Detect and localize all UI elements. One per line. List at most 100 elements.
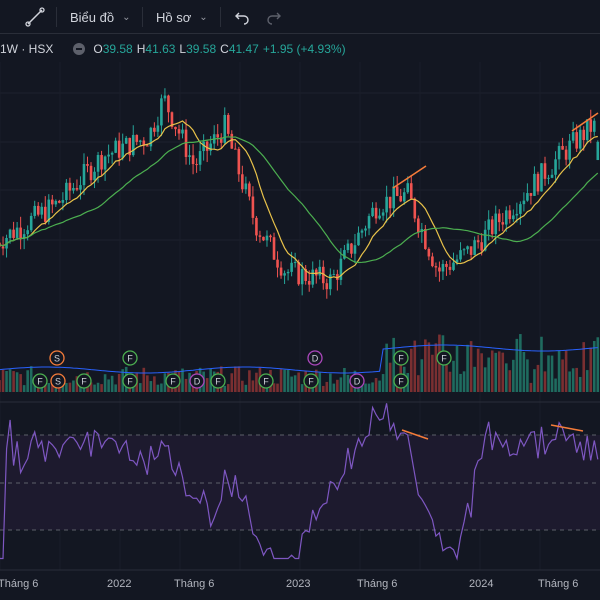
event-marker: F [258, 373, 274, 389]
change-value: +1.95 (+4.93%) [262, 42, 346, 56]
event-marker-label: S [55, 377, 61, 387]
candle-body [550, 174, 554, 178]
time-axis-label: 2022 [107, 578, 132, 590]
volume-bar [585, 370, 589, 392]
volume-bar [473, 366, 476, 392]
candle-body [332, 274, 336, 276]
candle-body [575, 132, 578, 149]
volume-bar [497, 351, 501, 392]
volume-bar [336, 379, 339, 392]
volume-bar [255, 372, 258, 392]
candle-body [497, 213, 501, 223]
event-marker: F [303, 373, 319, 389]
drawing-tool-button[interactable] [22, 5, 48, 29]
moving-average-slow-line [0, 136, 599, 264]
candle-body [561, 146, 564, 150]
chevron-down-icon: ⌄ [122, 11, 131, 23]
event-marker-circle [303, 373, 319, 389]
candle-body [100, 155, 103, 170]
candle-body [86, 164, 89, 166]
volume-bar [107, 379, 110, 392]
candle-body [406, 183, 410, 193]
volume-bar [445, 352, 448, 392]
volume-bar [459, 373, 462, 392]
volume-bar [0, 380, 1, 392]
candle-body [483, 229, 487, 251]
volume-bar [26, 370, 29, 392]
candle-body [68, 182, 72, 191]
candle-body [543, 163, 547, 179]
volume-bar [343, 367, 346, 392]
rsi-trendline [550, 424, 584, 432]
candle-body [8, 229, 12, 238]
volume-bar [110, 375, 114, 392]
candle-body [1, 246, 5, 249]
candle-body [110, 152, 114, 155]
candle-body [441, 263, 445, 272]
volume-bar [241, 380, 244, 392]
candle-body [202, 141, 205, 152]
candle-body [395, 186, 399, 196]
volume-bar [448, 371, 452, 392]
event-marker-label: F [308, 377, 314, 387]
volume-bar [589, 347, 593, 392]
volume-bar [237, 366, 241, 392]
candle-body [476, 240, 480, 243]
event-marker-circle [32, 373, 48, 389]
volume-bar [547, 355, 550, 392]
candle-body [29, 215, 33, 231]
candle-body [265, 235, 269, 241]
volume-bar [33, 383, 37, 392]
volume-bar [160, 383, 163, 392]
event-marker-circle [122, 373, 138, 389]
candle-body [114, 140, 117, 153]
candle-body [402, 192, 406, 202]
volume-bar [413, 340, 417, 392]
candle-body [103, 156, 107, 170]
candle-body [216, 134, 220, 138]
candle-body [223, 114, 227, 143]
volume-bar [156, 384, 160, 392]
redo-button[interactable] [264, 5, 284, 29]
candle-body [181, 129, 184, 134]
candle-body [54, 200, 58, 205]
event-marker: F [393, 350, 409, 366]
volume-bar [533, 369, 536, 392]
candle-body [494, 213, 498, 235]
candle-body [163, 95, 167, 99]
candle-body [241, 174, 244, 190]
candle-body [438, 267, 441, 272]
open-label: O [93, 42, 103, 56]
collapse-legend-icon[interactable] [73, 43, 86, 55]
candle-body [311, 269, 315, 285]
volume-bar [346, 374, 350, 392]
candle-body [350, 243, 353, 254]
volume-bar [575, 367, 578, 392]
candle-body [219, 137, 223, 143]
event-marker-circle [189, 373, 205, 389]
event-marker-circle [393, 350, 409, 366]
candle-body [388, 196, 392, 209]
candle-body [138, 140, 142, 142]
event-marker: F [393, 373, 409, 389]
candle-body [297, 262, 300, 285]
volume-bar [522, 352, 526, 392]
candle-body [36, 205, 40, 215]
candle-body [504, 210, 508, 225]
candle-body [43, 206, 47, 222]
volume-bar [364, 383, 367, 392]
candle-body [424, 229, 427, 249]
candle-body [434, 266, 438, 268]
candle-body [230, 133, 234, 149]
candle-body [357, 232, 360, 246]
profile-menu-button[interactable]: Hồ sơ ⌄ [156, 5, 208, 29]
symbol-label[interactable]: 1W · HSX [0, 42, 54, 56]
candle-body [156, 125, 160, 132]
chart-menu-button[interactable]: Biểu đồ ⌄ [70, 5, 130, 29]
volume-bar [12, 371, 15, 392]
volume-bar [392, 337, 395, 392]
undo-button[interactable] [232, 5, 252, 29]
event-marker-circle [49, 350, 65, 366]
volume-bar [321, 385, 325, 392]
